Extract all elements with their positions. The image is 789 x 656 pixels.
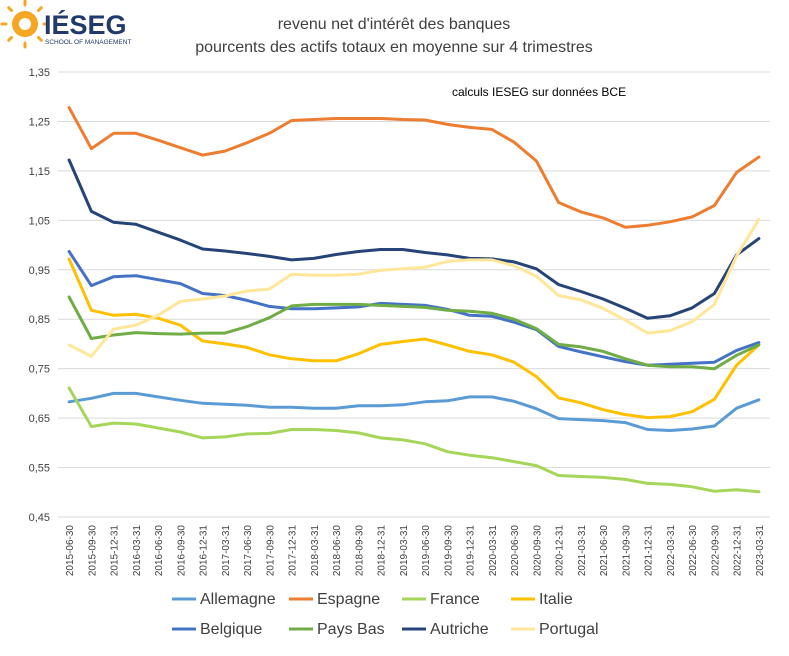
x-tick-label: 2020-12-31: [555, 525, 566, 577]
x-tick-label: 2016-03-31: [132, 525, 143, 577]
x-tick-label: 2021-06-30: [599, 525, 610, 577]
x-tick-label: 2019-06-30: [421, 525, 432, 577]
legend-label-italie: Italie: [539, 591, 573, 608]
x-tick-label: 2020-03-31: [488, 525, 499, 577]
legend-label-belgique: Belgique: [200, 621, 262, 638]
x-tick-label: 2017-12-31: [288, 525, 299, 577]
series-lines: [67, 106, 761, 494]
x-tick-label: 2022-03-31: [666, 525, 677, 577]
legend-label-portugal: Portugal: [539, 621, 599, 638]
gridlines: [58, 71, 770, 518]
logo-tagline: SCHOOL OF MANAGEMENT: [45, 39, 131, 46]
y-tick-label: 1,05: [29, 215, 50, 227]
x-tick-label: 2018-09-30: [354, 525, 365, 577]
chart-annotation: calculs IESEG sur données BCE: [452, 85, 626, 99]
series-line-autriche: [67, 158, 761, 320]
legend-label-allemagne: Allemagne: [200, 591, 276, 608]
series-line-portugal: [67, 217, 761, 358]
x-tick-label: 2019-12-31: [466, 525, 477, 577]
series-line-espagne: [67, 106, 761, 229]
x-axis: 2015-06-30 2015-09-30 2015-12-31 2016-03-31…: [65, 525, 766, 577]
x-tick-label: 2016-12-31: [199, 525, 210, 577]
y-tick-label: 0,85: [29, 314, 50, 326]
x-tick-label: 2021-12-31: [644, 525, 655, 577]
y-tick-label: 0,95: [29, 265, 50, 277]
y-tick-label: 1,25: [29, 116, 50, 128]
legend-label-autriche: Autriche: [430, 621, 489, 638]
y-tick-label: 0,55: [29, 463, 50, 475]
x-tick-label: 2023-03-31: [755, 525, 766, 577]
x-tick-label: 2020-09-30: [532, 525, 543, 577]
x-tick-label: 2018-06-30: [332, 525, 343, 577]
x-tick-label: 2015-06-30: [65, 525, 76, 577]
y-tick-label: 0,45: [29, 512, 50, 524]
legend-label-france: France: [430, 591, 480, 608]
legend-label-espagne: Espagne: [317, 591, 380, 608]
legend-label-pays-bas: Pays Bas: [317, 621, 385, 638]
sun-icon: [0, 0, 50, 49]
logo-name: IÉSEG: [44, 9, 127, 40]
x-tick-label: 2015-09-30: [87, 525, 98, 577]
ieseg-logo: IÉSEG SCHOOL OF MANAGEMENT: [0, 0, 131, 49]
x-tick-label: 2017-09-30: [265, 525, 276, 577]
legend: Allemagne Espagne France Italie Belgique Pays…: [172, 591, 599, 638]
x-tick-label: 2018-12-31: [377, 525, 388, 577]
y-tick-label: 0,75: [29, 364, 50, 376]
x-tick-label: 2015-12-31: [110, 525, 121, 577]
x-tick-label: 2016-06-30: [154, 525, 165, 577]
series-line-italie: [67, 257, 761, 420]
series-line-pays-bas: [67, 295, 761, 371]
series-line-france: [67, 386, 761, 494]
y-tick-label: 1,15: [29, 166, 50, 178]
x-tick-label: 2017-06-30: [243, 525, 254, 577]
x-tick-label: 2022-12-31: [733, 525, 744, 577]
x-tick-label: 2022-06-30: [688, 525, 699, 577]
x-tick-label: 2021-03-31: [577, 525, 588, 577]
x-tick-label: 2021-09-30: [621, 525, 632, 577]
series-line-allemagne: [67, 391, 761, 432]
y-tick-label: 0,65: [29, 413, 50, 425]
chart-title: revenu net d'intérêt des banques: [278, 16, 511, 33]
x-tick-label: 2022-09-30: [710, 525, 721, 577]
x-tick-label: 2020-06-30: [510, 525, 521, 577]
x-tick-label: 2017-03-31: [221, 525, 232, 577]
chart-subtitle: pourcents des actifs totaux en moyenne s…: [195, 39, 593, 56]
x-tick-label: 2019-03-31: [399, 525, 410, 577]
x-tick-label: 2016-09-30: [176, 525, 187, 577]
x-tick-label: 2018-03-31: [310, 525, 321, 577]
x-tick-label: 2019-09-30: [443, 525, 454, 577]
y-axis: 0,45 0,55 0,65 0,75 0,85 0,95 1,05 1,15 1,25 1,35: [29, 67, 50, 524]
y-tick-label: 1,35: [29, 67, 50, 79]
